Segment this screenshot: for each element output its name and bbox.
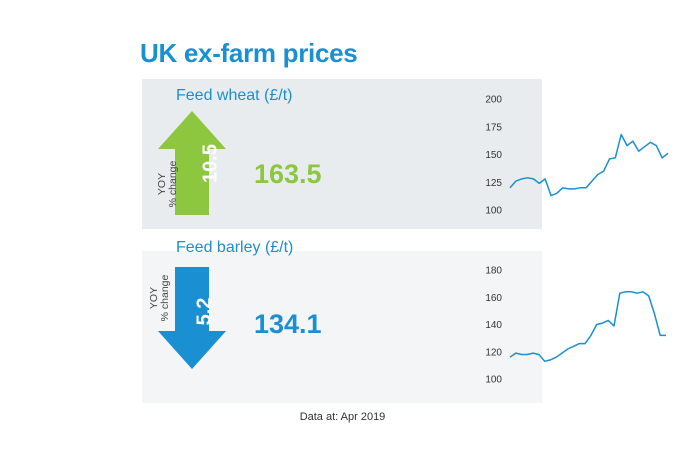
wheat-yoy-change: 10.5 (199, 144, 222, 183)
barley-y-tick-label: 140 (485, 320, 502, 331)
page-title: UK ex-farm prices (140, 38, 358, 68)
wheat-line-chart: 100 125 150 175 200 (485, 95, 669, 217)
wheat-yoy-label: YOY % change (156, 160, 179, 208)
barley-panel: Feed barley (£/t) 5.2 YOY % change 134.1… (142, 239, 666, 403)
wheat-panel: Feed wheat (£/t) 10.5 YOY % change 163.5… (142, 79, 669, 229)
barley-y-tick-label: 120 (485, 347, 502, 358)
barley-line-chart: 100 120 140 160 180 (485, 266, 666, 386)
wheat-y-tick-label: 100 (485, 206, 502, 217)
wheat-price: 163.5 (254, 159, 322, 189)
barley-y-tick-label: 100 (485, 375, 502, 386)
barley-series-line (509, 291, 666, 363)
barley-y-tick-label: 180 (485, 266, 502, 277)
footnote: Data at: Apr 2019 (299, 411, 386, 423)
wheat-y-tick-label: 150 (485, 150, 502, 161)
wheat-y-tick-label: 175 (485, 122, 502, 133)
wheat-y-tick-label: 200 (485, 95, 502, 106)
barley-y-tick-label: 160 (485, 293, 502, 304)
up-arrow-icon (158, 111, 226, 215)
barley-title: Feed barley (£/t) (176, 239, 294, 256)
wheat-series-line (509, 133, 669, 197)
wheat-title: Feed wheat (£/t) (176, 87, 293, 104)
wheat-y-tick-label: 125 (485, 178, 502, 189)
barley-yoy-change: 5.2 (193, 297, 216, 326)
down-arrow-icon (158, 267, 226, 369)
barley-price: 134.1 (254, 309, 322, 339)
barley-yoy-label: YOY % change (148, 274, 171, 322)
